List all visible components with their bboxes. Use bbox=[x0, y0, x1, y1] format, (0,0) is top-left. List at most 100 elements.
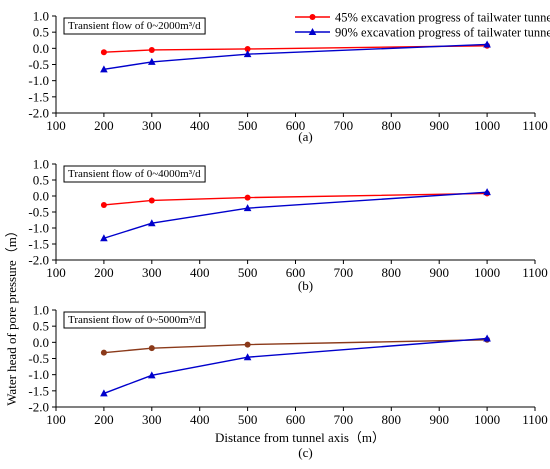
data-point-triangle bbox=[148, 371, 156, 379]
data-point-circle bbox=[148, 345, 155, 352]
data-point-circle bbox=[100, 349, 107, 356]
x-tick-label: 1000 bbox=[474, 412, 500, 427]
x-tick-label: 100 bbox=[46, 265, 66, 280]
x-tick-label: 300 bbox=[142, 412, 162, 427]
x-tick-label: 400 bbox=[190, 118, 210, 133]
data-point-circle bbox=[244, 194, 251, 201]
x-tick-label: 1100 bbox=[522, 412, 548, 427]
data-point-triangle bbox=[483, 40, 491, 48]
y-tick-label: -1.5 bbox=[28, 383, 49, 398]
legend: 45% excavation progress of tailwater tun… bbox=[295, 11, 550, 40]
data-point-triangle bbox=[243, 353, 252, 361]
data-point-circle bbox=[148, 46, 155, 53]
panel-annotation: Transient flow of 0~5000m³/d bbox=[68, 314, 201, 326]
y-tick-label: 1.0 bbox=[33, 157, 49, 172]
annotation-box bbox=[63, 311, 206, 329]
series-line bbox=[103, 192, 488, 206]
legend-label: 90% excavation progress of tailwater tun… bbox=[335, 26, 550, 40]
x-tick-label: 900 bbox=[429, 265, 449, 280]
series-line bbox=[103, 337, 488, 395]
data-point-triangle bbox=[243, 204, 252, 212]
x-tick-label: 700 bbox=[334, 265, 354, 280]
x-tick-label: 700 bbox=[334, 412, 354, 427]
x-tick-label: 800 bbox=[382, 265, 402, 280]
x-tick-label: 1100 bbox=[522, 118, 548, 133]
y-tick-label: -0.5 bbox=[28, 205, 49, 220]
data-point-circle bbox=[244, 45, 251, 52]
series-line bbox=[103, 339, 488, 354]
x-tick-label: 300 bbox=[142, 118, 162, 133]
y-tick-label: -2.0 bbox=[28, 106, 49, 121]
legend-label: 45% excavation progress of tailwater tun… bbox=[335, 11, 550, 25]
panel-label: (c) bbox=[298, 445, 312, 460]
data-point-triangle bbox=[100, 234, 108, 242]
y-tick-label: -0.5 bbox=[28, 57, 49, 72]
y-tick-label: 1.0 bbox=[33, 303, 49, 318]
x-tick-label: 800 bbox=[382, 118, 402, 133]
data-point-triangle bbox=[243, 50, 252, 58]
data-point-circle bbox=[100, 201, 107, 208]
panel-label: (b) bbox=[298, 278, 313, 293]
x-tick-label: 600 bbox=[286, 265, 306, 280]
panel-annotation: Transient flow of 0~2000m³/d bbox=[68, 20, 201, 32]
panel-annotation: Transient flow of 0~4000m³/d bbox=[68, 168, 201, 180]
y-tick-label: -1.5 bbox=[28, 237, 49, 252]
data-point-triangle bbox=[148, 57, 156, 65]
x-tick-label: 800 bbox=[382, 412, 402, 427]
data-point-triangle bbox=[100, 389, 108, 397]
data-point-triangle bbox=[483, 188, 491, 196]
y-tick-label: -0.5 bbox=[28, 351, 49, 366]
y-tick-label: 0.0 bbox=[33, 189, 49, 204]
y-tick-label: 0.5 bbox=[33, 173, 49, 188]
x-tick-label: 900 bbox=[429, 118, 449, 133]
x-tick-label: 100 bbox=[46, 118, 66, 133]
x-tick-label: 1000 bbox=[474, 265, 500, 280]
data-point-triangle bbox=[100, 65, 108, 73]
x-tick-label: 500 bbox=[238, 412, 258, 427]
y-tick-label: -1.0 bbox=[28, 73, 49, 88]
y-tick-label: -1.0 bbox=[28, 221, 49, 236]
series-line bbox=[103, 191, 488, 239]
data-point-triangle bbox=[483, 334, 491, 342]
data-point-circle bbox=[244, 341, 251, 348]
y-tick-label: 1.0 bbox=[33, 9, 49, 24]
x-axis-title: Distance from tunnel axis（m） bbox=[215, 430, 385, 445]
annotation-box bbox=[63, 165, 206, 183]
x-tick-label: 400 bbox=[190, 265, 210, 280]
series-line bbox=[103, 43, 488, 71]
x-tick-label: 200 bbox=[94, 412, 114, 427]
y-axis-title: Water head of pore pressure（m） bbox=[4, 224, 19, 406]
x-tick-label: 300 bbox=[142, 265, 162, 280]
x-tick-label: 600 bbox=[286, 412, 306, 427]
x-tick-label: 900 bbox=[429, 412, 449, 427]
x-tick-label: 200 bbox=[94, 118, 114, 133]
y-tick-label: -1.0 bbox=[28, 367, 49, 382]
y-tick-label: 0.0 bbox=[33, 335, 49, 350]
x-tick-label: 1100 bbox=[522, 265, 548, 280]
legend-marker-triangle bbox=[308, 28, 317, 35]
y-tick-label: -2.0 bbox=[28, 253, 49, 268]
data-point-triangle bbox=[148, 219, 156, 227]
x-tick-label: 1000 bbox=[474, 118, 500, 133]
x-tick-label: 500 bbox=[238, 118, 258, 133]
x-tick-label: 700 bbox=[334, 118, 354, 133]
series-line bbox=[103, 45, 488, 53]
y-tick-label: 0.5 bbox=[33, 25, 49, 40]
data-point-circle bbox=[148, 197, 155, 204]
data-point-circle bbox=[100, 49, 107, 56]
annotation-box bbox=[63, 17, 206, 35]
x-tick-label: 200 bbox=[94, 265, 114, 280]
x-tick-label: 600 bbox=[286, 118, 306, 133]
x-tick-label: 400 bbox=[190, 412, 210, 427]
y-tick-label: -1.5 bbox=[28, 89, 49, 104]
legend-marker-circle bbox=[309, 14, 316, 20]
y-tick-label: -2.0 bbox=[28, 400, 49, 415]
y-tick-label: 0.5 bbox=[33, 319, 49, 334]
x-tick-label: 100 bbox=[46, 412, 66, 427]
y-tick-label: 0.0 bbox=[33, 41, 49, 56]
panel-label: (a) bbox=[298, 129, 312, 144]
